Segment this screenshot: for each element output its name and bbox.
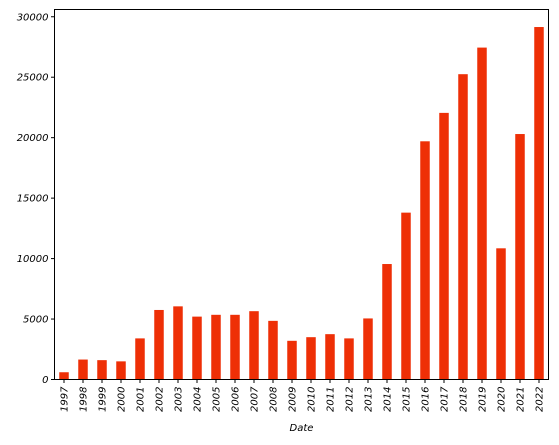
bar-2007 (249, 311, 259, 380)
bar-2014 (382, 264, 392, 380)
x-tick-label-2020: 2020 (497, 387, 508, 412)
y-tick-label: 15000 (17, 194, 49, 205)
x-tick-label-2022: 2022 (535, 387, 546, 412)
bar-2019 (477, 47, 487, 380)
x-tick-label-2016: 2016 (421, 387, 432, 412)
x-tick-label-2019: 2019 (478, 387, 489, 412)
y-tick-label: 30000 (17, 12, 49, 23)
bar-2004 (192, 316, 202, 380)
bar-2009 (287, 340, 297, 380)
y-tick-label: 5000 (23, 315, 48, 326)
x-tick-label-2017: 2017 (440, 386, 451, 412)
bar-2006 (230, 314, 240, 380)
x-tick-label-2005: 2005 (212, 387, 223, 412)
bar-2015 (401, 212, 411, 380)
x-tick-label-2001: 2001 (136, 387, 147, 412)
bar-1999 (97, 360, 107, 380)
bar-1997 (59, 372, 69, 380)
bar-2005 (211, 314, 221, 380)
bar-2000 (116, 361, 126, 380)
bar-2012 (344, 338, 354, 380)
bar-2001 (135, 338, 145, 380)
x-tick-label-2015: 2015 (402, 387, 413, 412)
bar-2020 (496, 248, 506, 380)
x-tick-label-2021: 2021 (516, 387, 527, 412)
x-tick-label-2012: 2012 (345, 387, 356, 412)
bars (59, 27, 544, 380)
bar-2010 (306, 337, 316, 380)
x-tick-label-2000: 2000 (117, 387, 128, 412)
x-tick-label-2013: 2013 (364, 387, 375, 412)
bar-2016 (420, 141, 430, 380)
x-tick-label-2007: 2007 (250, 386, 261, 412)
x-tick-label-2004: 2004 (193, 387, 204, 412)
y-tick-label: 25000 (17, 73, 49, 84)
x-tick-label-1997: 1997 (60, 386, 71, 412)
y-tick-label: 10000 (17, 254, 49, 265)
x-tick-label-2008: 2008 (269, 387, 280, 412)
bar-2017 (439, 112, 449, 380)
x-tick-label-2009: 2009 (288, 387, 299, 412)
x-tick-label-1998: 1998 (79, 387, 90, 412)
y-tick-label: 20000 (17, 133, 49, 144)
x-axis: 1997 1998 1999 2000 2001 2002 2003 2004 2005 2006… (60, 379, 546, 412)
x-tick-label-2010: 2010 (307, 387, 318, 412)
bar-2003 (173, 306, 183, 380)
x-tick-label-2014: 2014 (383, 387, 394, 412)
bar-2021 (515, 134, 525, 380)
x-tick-label-2018: 2018 (459, 387, 470, 412)
y-tick-label: 0 (42, 375, 48, 386)
x-tick-label-2011: 2011 (326, 387, 337, 412)
x-tick-label-1999: 1999 (98, 387, 109, 412)
plot-frame (54, 9, 549, 380)
x-axis-label: Date (290, 423, 314, 434)
bar-2022 (534, 27, 544, 380)
y-axis: 0 5000 10000 15000 20000 25000 30000 (17, 12, 55, 386)
bar-2011 (325, 334, 335, 380)
x-tick-label-2002: 2002 (155, 387, 166, 412)
x-tick-label-2003: 2003 (174, 387, 185, 412)
bar-1998 (78, 359, 88, 380)
bar-2018 (458, 74, 468, 380)
bar-2008 (268, 320, 278, 380)
bar-2013 (363, 318, 373, 380)
x-tick-label-2006: 2006 (231, 387, 242, 412)
bar-2002 (154, 309, 164, 380)
